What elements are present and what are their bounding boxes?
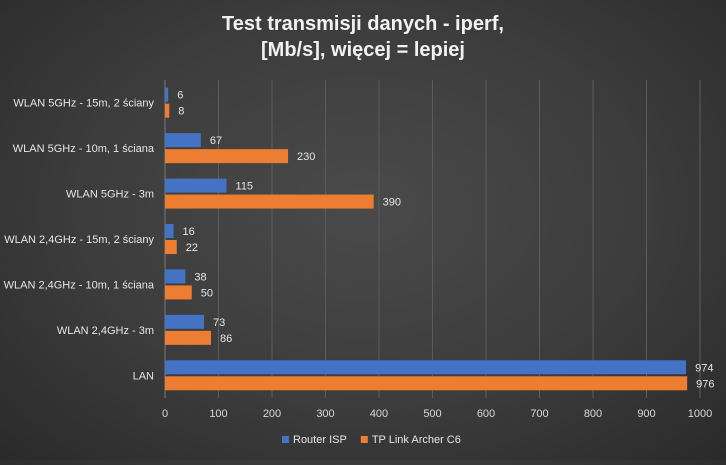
legend-label: Router ISP bbox=[293, 434, 347, 446]
data-label: 22 bbox=[186, 242, 198, 254]
bar bbox=[165, 178, 227, 193]
bar bbox=[165, 240, 177, 254]
category-label: WLAN 2,4GHz - 15m, 2 ściany bbox=[4, 234, 154, 246]
bar bbox=[165, 103, 170, 118]
x-tick-label: 600 bbox=[477, 408, 495, 420]
bars bbox=[165, 87, 688, 391]
gridlines bbox=[164, 80, 701, 398]
data-label: 8 bbox=[178, 106, 184, 118]
x-tick-label: 0 bbox=[162, 408, 168, 420]
data-label: 390 bbox=[383, 197, 401, 209]
data-label: 67 bbox=[210, 135, 222, 147]
x-tick-label: 700 bbox=[530, 408, 548, 420]
bar bbox=[165, 269, 186, 284]
legend-swatch bbox=[360, 436, 368, 443]
x-tick-label: 800 bbox=[584, 408, 602, 420]
data-label: 6 bbox=[177, 90, 183, 102]
category-label: WLAN 5GHz - 15m, 2 ściany bbox=[13, 98, 154, 110]
data-label: 73 bbox=[213, 317, 225, 329]
bar bbox=[165, 149, 289, 164]
data-label: 86 bbox=[220, 333, 232, 345]
x-tick-label: 500 bbox=[423, 408, 441, 420]
data-label: 974 bbox=[695, 362, 713, 374]
bar bbox=[165, 330, 212, 345]
legend-label: TP Link Archer C6 bbox=[372, 434, 461, 446]
bar bbox=[165, 360, 687, 375]
bar bbox=[165, 285, 192, 300]
bar bbox=[165, 133, 201, 148]
category-label: WLAN 2,4GHz - 10m, 1 ściana bbox=[4, 279, 155, 291]
category-label: WLAN 5GHz - 10m, 1 ściana bbox=[13, 143, 155, 155]
category-label: WLAN 5GHz - 3m bbox=[66, 189, 154, 201]
data-label: 115 bbox=[236, 181, 254, 193]
chart-title-line2: [Mb/s], więcej = lepiej bbox=[261, 39, 465, 61]
data-labels: 6 8 67 230 115 390 16 22 38 50 73 86 974 976 bbox=[177, 90, 714, 391]
category-label: WLAN 2,4GHz - 3m bbox=[57, 325, 154, 337]
bar bbox=[165, 87, 169, 102]
chart-title-line1: Test transmisji danych - iperf, bbox=[222, 13, 504, 35]
bar bbox=[165, 376, 688, 391]
data-label: 230 bbox=[297, 151, 315, 163]
bar bbox=[165, 224, 174, 238]
data-label: 38 bbox=[194, 271, 206, 283]
category-labels: WLAN 5GHz - 15m, 2 ściany WLAN 5GHz - 10m… bbox=[4, 98, 155, 383]
x-tick-label: 900 bbox=[637, 408, 655, 420]
data-label: 16 bbox=[183, 226, 195, 238]
legend-swatch bbox=[282, 436, 289, 443]
x-tick-label: 400 bbox=[370, 408, 388, 420]
bar bbox=[165, 194, 374, 209]
x-tick-label: 1000 bbox=[688, 408, 712, 420]
x-tick-label: 300 bbox=[316, 408, 334, 420]
x-tick-label: 200 bbox=[263, 408, 281, 420]
data-label: 50 bbox=[201, 287, 213, 299]
x-tick-labels: 0 100 200 300 400 500 600 700 800 900 1000 bbox=[162, 408, 712, 420]
x-tick-label: 100 bbox=[209, 408, 227, 420]
data-label: 976 bbox=[696, 378, 714, 390]
bar bbox=[165, 314, 205, 329]
legend: Router ISP TP Link Archer C6 bbox=[282, 434, 461, 446]
category-label: LAN bbox=[133, 370, 154, 382]
